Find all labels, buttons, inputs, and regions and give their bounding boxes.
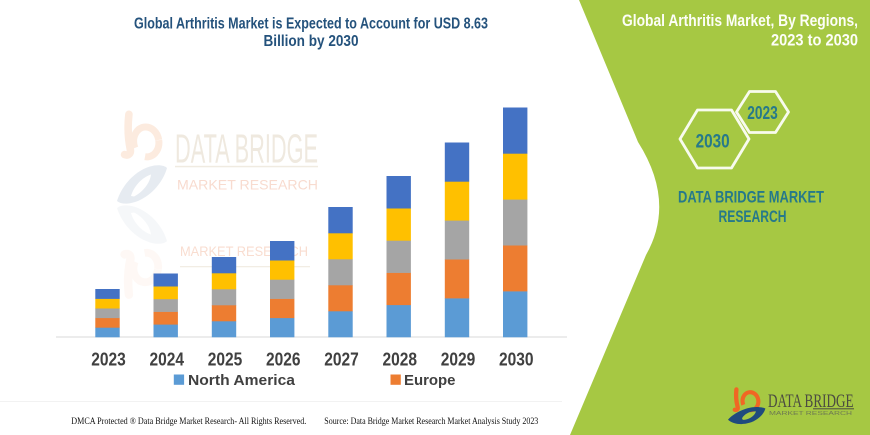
svg-text:DMCA Protected ® Data Bridge M: DMCA Protected ® Data Bridge Market Rese… [71,416,306,426]
svg-text:2029: 2029 [441,349,476,370]
svg-text:2026: 2026 [266,349,301,370]
svg-text:DATA BRIDGE MARKET: DATA BRIDGE MARKET [678,188,824,207]
svg-text:2030: 2030 [696,131,730,153]
svg-text:RESEARCH: RESEARCH [719,207,787,226]
svg-text:Global Arthritis Market, By Re: Global Arthritis Market, By Regions, [622,12,858,30]
svg-text:2028: 2028 [383,349,418,370]
svg-text:North America: North America [188,372,296,389]
svg-text:Billion by 2030: Billion by 2030 [264,33,359,50]
svg-text:Europe: Europe [404,372,456,389]
svg-text:Global Arthritis Market is Exp: Global Arthritis Market is Expected to A… [134,16,488,33]
svg-text:2024: 2024 [150,349,185,370]
svg-text:2025: 2025 [208,349,243,370]
svg-text:2027: 2027 [324,349,359,370]
svg-text:Source: Data Bridge Market Res: Source: Data Bridge Market Research Mark… [324,416,538,426]
svg-text:2023: 2023 [747,103,778,123]
svg-text:2023 to 2030: 2023 to 2030 [771,32,858,50]
svg-text:DATA BRIDGE: DATA BRIDGE [768,391,854,412]
svg-text:2030: 2030 [499,349,534,370]
svg-text:2023: 2023 [91,349,126,370]
svg-text:MARKET RESEARCH: MARKET RESEARCH [177,177,318,193]
svg-text:MARKET RESEARCH: MARKET RESEARCH [769,411,852,417]
svg-text:DATA BRIDGE: DATA BRIDGE [175,126,318,172]
